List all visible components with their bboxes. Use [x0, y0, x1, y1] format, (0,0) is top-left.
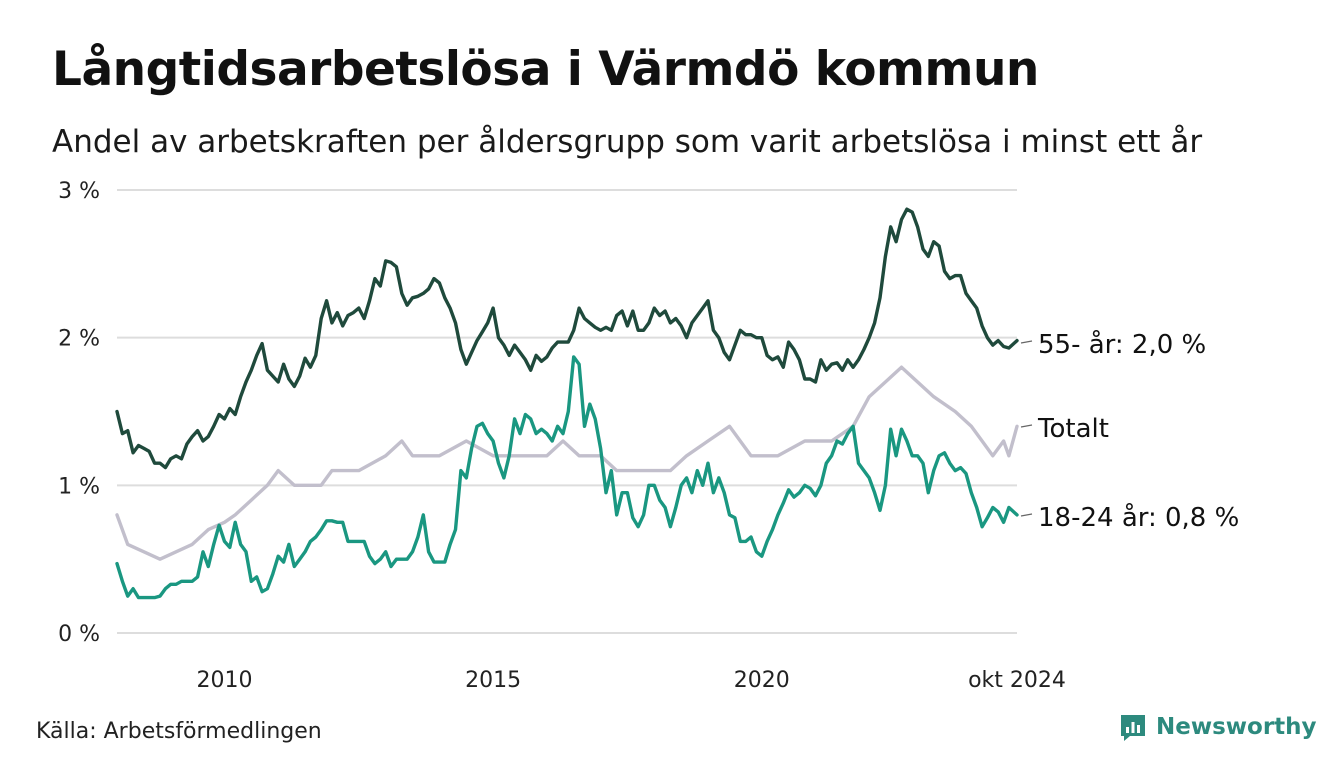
chart-subtitle: Andel av arbetskraften per åldersgrupp s…: [52, 124, 1203, 160]
series-end-label: Totalt: [1037, 414, 1109, 444]
series-line-55: [115, 207, 1019, 470]
x-tick-label: 2015: [465, 668, 521, 693]
y-tick-label: 3 %: [58, 179, 100, 204]
x-tick-label: 2020: [734, 668, 790, 693]
y-tick-label: 0 %: [58, 622, 100, 647]
series-label-leader: [1020, 513, 1033, 517]
brand-name: Newsworthy: [1156, 714, 1317, 740]
chart-title: Långtidsarbetslösa i Värmdö kommun: [52, 42, 1039, 97]
y-tick-label: 1 %: [58, 474, 100, 499]
series-label-leader: [1020, 424, 1033, 428]
line-chart: 0 % 1 % 2 % 3 % 2010 2015 2020 okt 2024 55- år:…: [58, 179, 1239, 693]
x-tick-label: 2010: [196, 668, 252, 693]
brand-logo: Newsworthy: [1118, 712, 1317, 742]
series-label-leader: [1020, 340, 1033, 344]
y-tick-label: 2 %: [58, 327, 100, 352]
series-end-label: 18-24 år: 0,8 %: [1038, 502, 1239, 533]
series-line-1824: [115, 355, 1019, 600]
x-tick-label: okt 2024: [968, 668, 1066, 693]
source-note: Källa: Arbetsförmedlingen: [36, 719, 322, 744]
series-end-label: 55- år: 2,0 %: [1038, 329, 1206, 360]
series-layer: [115, 207, 1019, 600]
series-label-layer: 55- år: 2,0 % Totalt 18-24 år: 0,8 %: [1020, 329, 1239, 533]
series-line-totalt: [115, 365, 1019, 561]
newsworthy-logo-icon: [1121, 715, 1145, 741]
